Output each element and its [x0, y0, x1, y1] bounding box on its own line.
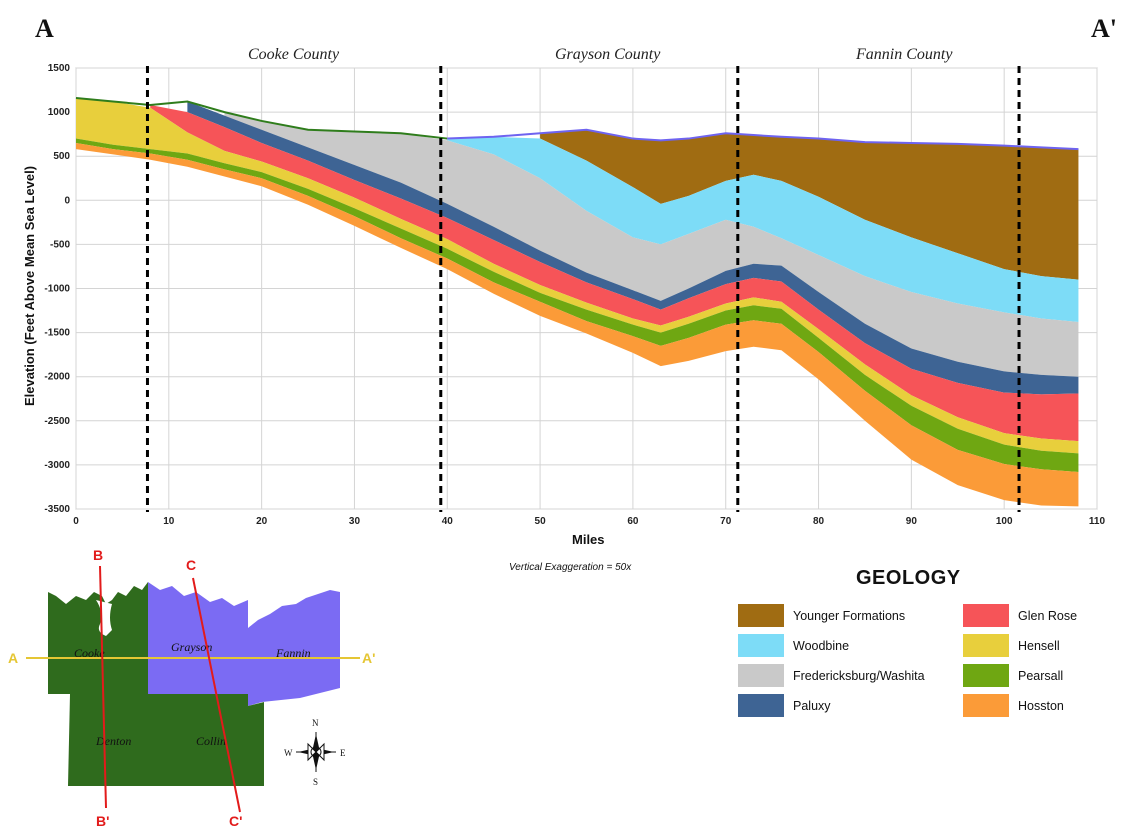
x-axis-title: Miles: [572, 532, 605, 547]
x-tick-label: 20: [256, 516, 268, 527]
section-line-b: [99, 565, 107, 809]
legend-label: Hensell: [1018, 638, 1060, 653]
section-end-label: A': [1091, 14, 1117, 43]
x-tick-label: 110: [1089, 516, 1106, 527]
legend-label: Hosston: [1018, 698, 1064, 713]
county-label-fannin: Fannin County: [856, 46, 953, 63]
layer-glen-rose: [150, 105, 1079, 442]
x-tick-label: 70: [720, 516, 732, 527]
section-line-c: [192, 577, 241, 813]
y-tick-label: -3500: [44, 504, 70, 515]
legend-swatch: [963, 694, 1009, 717]
land-surface-line-blue: [447, 128, 1079, 151]
map-label-c: C: [186, 557, 196, 573]
map-label-fannin: Fannin: [275, 646, 311, 660]
compass-s: S: [313, 777, 318, 787]
location-map: Cooke Grayson Fannin Denton Collin A A' …: [8, 547, 375, 829]
legend-swatch: [963, 664, 1009, 687]
legend-label: Fredericksburg/Washita: [793, 668, 925, 683]
compass-e: E: [340, 748, 346, 758]
map-label-a: A: [8, 650, 18, 666]
map-label-a-prime: A': [362, 650, 375, 666]
map-label-collin: Collin: [196, 734, 226, 748]
x-tick-label: 0: [73, 516, 79, 527]
y-tick-label: -1500: [44, 328, 70, 339]
map-label-b: B: [93, 547, 103, 563]
county-boundaries: [145, 66, 1021, 512]
legend-item-younger-formations: Younger Formations: [738, 604, 905, 627]
river-notch: [96, 600, 112, 636]
x-tick-label: 100: [996, 516, 1013, 527]
legend-item-fredericksburg-washita: Fredericksburg/Washita: [738, 664, 925, 687]
layer-woodbine: [447, 136, 1079, 323]
legend-swatch: [738, 694, 784, 717]
x-tick-label: 40: [442, 516, 454, 527]
y-tick-label: 1500: [48, 63, 71, 74]
legend-swatch: [738, 604, 784, 627]
map-label-grayson: Grayson: [171, 640, 212, 654]
layer-fredericksburg-washita: [224, 112, 1079, 377]
compass-n: N: [312, 718, 319, 728]
y-tick-labels: 1500 1000 500 0 -500 -1000 -1500 -2000 -2500 -300…: [44, 63, 70, 515]
legend-label: Paluxy: [793, 698, 831, 713]
legend-title: GEOLOGY: [856, 567, 961, 589]
legend-swatch: [738, 634, 784, 657]
map-label-b-prime: B': [96, 813, 109, 829]
y-tick-label: 1000: [48, 107, 71, 118]
x-tick-label: 30: [349, 516, 361, 527]
map-label-c-prime: C': [229, 813, 242, 829]
layer-paluxy: [187, 101, 1079, 395]
x-tick-labels: 0 10 20 30 40 50 60 70 80 90 100 110: [73, 516, 1105, 527]
county-fannin: [248, 590, 340, 706]
y-tick-label: -2500: [44, 416, 70, 427]
legend-item-hosston: Hosston: [963, 694, 1064, 717]
x-tick-label: 10: [163, 516, 175, 527]
y-tick-label: -3000: [44, 460, 70, 471]
y-tick-label: 500: [53, 151, 70, 162]
county-cooke: [48, 582, 148, 694]
legend-item-woodbine: Woodbine: [738, 634, 849, 657]
legend-item-paluxy: Paluxy: [738, 694, 831, 717]
section-start-label: A: [35, 14, 54, 43]
x-tick-label: 50: [535, 516, 547, 527]
map-label-cooke: Cooke: [74, 646, 105, 660]
compass-w: W: [284, 748, 293, 758]
legend-label: Glen Rose: [1018, 608, 1078, 623]
x-tick-label: 80: [813, 516, 825, 527]
y-tick-label: 0: [64, 195, 70, 206]
legend-swatch: [738, 664, 784, 687]
compass-icon: [296, 732, 336, 772]
legend-label: Pearsall: [1018, 668, 1064, 683]
cross-section-chart: 150010005000-500-1000-1500-2000-2500-300…: [44, 63, 1105, 527]
geology-layers: [76, 97, 1079, 507]
legend-item-glen-rose: Glen Rose: [963, 604, 1077, 627]
county-label-grayson: Grayson County: [555, 46, 661, 63]
x-tick-label: 60: [627, 516, 639, 527]
legend-label: Younger Formations: [793, 608, 906, 623]
y-tick-label: -1000: [44, 284, 70, 295]
county-grayson: [148, 582, 248, 694]
layer-hensell: [76, 97, 1079, 454]
layer-hosston: [76, 142, 1079, 507]
county-label-cooke: Cooke County: [248, 46, 340, 63]
map-label-denton: Denton: [95, 734, 131, 748]
y-tick-label: -2000: [44, 372, 70, 383]
layer-pearsall: [76, 138, 1079, 472]
county-denton: [68, 694, 166, 786]
land-surface-line-green: [75, 96, 448, 140]
layer-younger-formations: [540, 129, 1079, 280]
legend-item-pearsall: Pearsall: [963, 664, 1063, 687]
y-tick-label: -500: [50, 239, 70, 250]
county-collin: [166, 694, 264, 786]
vertical-exaggeration-note: Vertical Exaggeration = 50x: [509, 562, 632, 573]
legend-label: Woodbine: [793, 638, 850, 653]
legend-swatch: [963, 604, 1009, 627]
x-tick-label: 90: [906, 516, 918, 527]
legend-swatch: [963, 634, 1009, 657]
legend-item-hensell: Hensell: [963, 634, 1060, 657]
